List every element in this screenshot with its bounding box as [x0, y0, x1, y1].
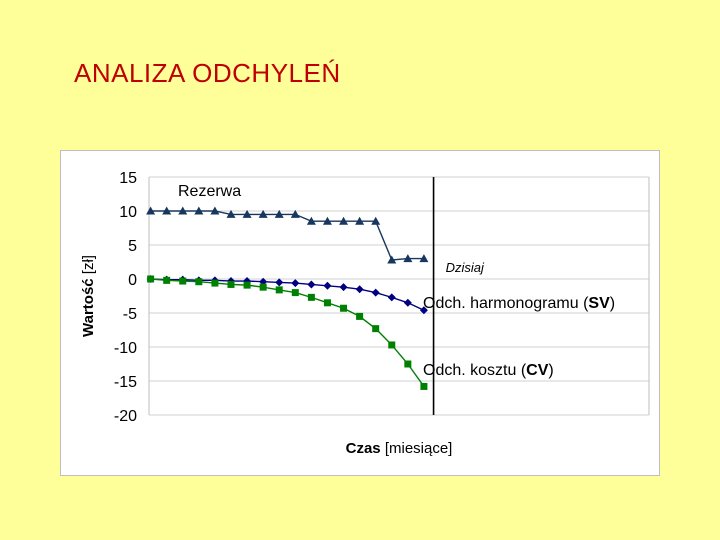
data-point [306, 216, 316, 225]
series-1 [146, 206, 429, 264]
data-point [243, 281, 251, 289]
y-tick-label: -15 [114, 374, 137, 391]
y-tick-labels: 15 10 5 0 -5 -10 -15 -20 [114, 170, 137, 425]
data-point [387, 255, 397, 264]
today-label: Dzisiaj [446, 260, 485, 275]
x-axis-label: Czas [miesiące] [346, 440, 453, 457]
chart-frame: 15 10 5 0 -5 -10 -15 -20 Dzisiaj Rezerwa Odch. h… [60, 150, 660, 476]
data-point [403, 254, 413, 263]
data-point [403, 298, 412, 307]
data-point [372, 325, 380, 333]
y-axis-label: Wartość [zł] [80, 255, 97, 337]
series-3 [147, 275, 428, 390]
data-point [162, 206, 172, 215]
data-point [242, 209, 252, 218]
y-tick-label: -10 [114, 340, 137, 357]
data-point [419, 254, 429, 263]
y-tick-label: -20 [114, 408, 137, 425]
series-group [146, 206, 429, 390]
data-point [307, 293, 315, 301]
data-point [147, 275, 155, 283]
series-label-text: ) [610, 295, 615, 312]
data-point [290, 209, 300, 218]
data-point [356, 312, 364, 320]
y-tick-label: -5 [123, 306, 137, 323]
data-point [371, 288, 380, 297]
series-line [150, 210, 424, 261]
variance-chart: 15 10 5 0 -5 -10 -15 -20 Dzisiaj Rezerwa Odch. h… [80, 170, 650, 457]
data-point [210, 206, 220, 215]
series-label-code: SV [588, 295, 610, 312]
data-point [275, 286, 283, 294]
y-tick-label: 0 [128, 272, 137, 289]
data-point [323, 299, 331, 307]
data-point [291, 289, 299, 297]
data-point [146, 206, 156, 215]
series-label-code: CV [526, 362, 549, 379]
data-point [178, 206, 188, 215]
data-point [387, 293, 396, 302]
data-point [322, 216, 332, 225]
series-label: Odch. harmonogramu (SV) [423, 295, 615, 312]
data-point [355, 285, 364, 294]
data-point [179, 277, 187, 285]
data-point [275, 278, 284, 287]
data-point [371, 216, 381, 225]
data-point [307, 280, 316, 289]
data-point [194, 206, 204, 215]
y-tick-label: 10 [119, 204, 137, 221]
data-point [195, 278, 203, 286]
series-line [150, 278, 425, 311]
data-point [323, 281, 332, 290]
data-point [388, 341, 396, 349]
slide-title: ANALIZA ODCHYLEŃ [74, 58, 341, 88]
y-axis-label-unit: [zł] [80, 255, 97, 274]
data-point [355, 216, 365, 225]
data-point [258, 209, 268, 218]
data-point [340, 304, 348, 312]
data-point [420, 382, 428, 390]
data-point [419, 306, 428, 315]
data-point [274, 209, 284, 218]
data-point [339, 216, 349, 225]
y-tick-label: 15 [119, 170, 137, 187]
data-point [404, 360, 412, 368]
data-point [291, 279, 300, 288]
y-axis-label-bold: Wartość [80, 278, 97, 337]
data-point [227, 280, 235, 288]
data-point [226, 209, 236, 218]
series-label-text: Odch. kosztu ( [423, 362, 527, 379]
x-axis-label-bold: Czas [346, 440, 381, 457]
series-label: Odch. kosztu (CV) [423, 362, 554, 379]
data-point [339, 283, 348, 292]
series-label-text: Odch. harmonogramu ( [423, 295, 589, 312]
series-label: Rezerwa [178, 183, 241, 200]
data-point [259, 283, 267, 291]
y-tick-label: 5 [128, 238, 137, 255]
x-axis-label-unit: [miesiące] [385, 440, 453, 457]
data-point [163, 276, 171, 284]
series-label-text: ) [548, 362, 553, 379]
data-point [211, 279, 219, 287]
